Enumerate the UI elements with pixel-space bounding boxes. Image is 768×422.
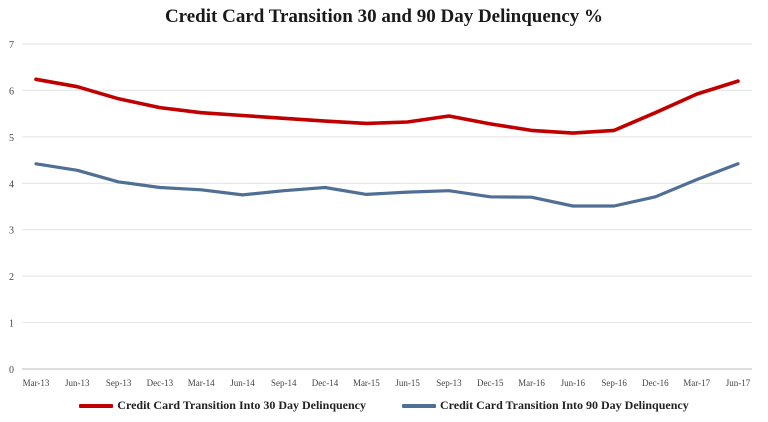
legend-swatch-30-day <box>79 403 114 408</box>
x-tick-label: Jun-16 <box>561 378 586 388</box>
x-tick-label: Dec-16 <box>642 378 669 388</box>
data-point-90-day <box>323 186 327 189</box>
data-point-30-day <box>406 120 409 124</box>
data-point-90-day <box>365 193 368 196</box>
y-tick-label: 3 <box>9 226 14 237</box>
data-point-30-day <box>323 119 327 123</box>
data-point-30-day <box>76 85 79 88</box>
data-point-30-day <box>282 117 285 120</box>
legend-item-90-day: Credit Card Transition Into 90 Day Delin… <box>402 398 689 413</box>
data-point-30-day <box>241 114 244 117</box>
data-point-90-day <box>199 188 203 191</box>
data-point-90-day <box>612 204 616 208</box>
data-point-90-day <box>571 204 575 208</box>
data-point-90-day <box>282 189 285 192</box>
x-tick-label: Jun-17 <box>726 378 751 388</box>
data-point-30-day <box>736 79 740 83</box>
legend-item-30-day: Credit Card Transition Into 30 Day Delin… <box>79 398 366 413</box>
x-tick-label: Mar-13 <box>23 378 50 388</box>
data-point-30-day <box>695 92 698 96</box>
y-tick-label: 5 <box>9 133 14 144</box>
data-point-90-day <box>654 195 657 198</box>
data-point-90-day <box>117 180 120 184</box>
series-line-90-day <box>34 162 740 208</box>
x-tick-label: Mar-15 <box>353 378 380 388</box>
data-point-90-day <box>530 196 533 199</box>
data-point-30-day <box>489 122 492 126</box>
data-point-90-day <box>447 189 451 192</box>
data-point-90-day <box>241 193 244 197</box>
x-tick-label: Sep-13 <box>436 378 462 388</box>
x-tick-label: Jun-13 <box>65 378 90 388</box>
legend-swatch-90-day <box>402 403 436 408</box>
data-point-90-day <box>76 169 79 172</box>
x-tick-label: Mar-14 <box>188 378 215 388</box>
x-tick-label: Mar-17 <box>683 378 710 388</box>
data-point-90-day <box>736 162 740 165</box>
y-tick-label: 0 <box>9 365 14 376</box>
data-point-90-day <box>406 190 409 194</box>
series-line-30-day <box>34 77 740 135</box>
data-point-30-day <box>654 111 657 114</box>
data-point-30-day <box>365 122 368 125</box>
data-point-30-day <box>158 106 162 109</box>
y-tick-label: 7 <box>9 40 14 51</box>
data-point-30-day <box>571 131 575 135</box>
data-point-90-day <box>695 178 698 181</box>
chart-legend: Credit Card Transition Into 30 Day Delin… <box>0 398 768 413</box>
x-tick-label: Sep-14 <box>271 378 297 388</box>
y-tick-label: 1 <box>9 319 14 330</box>
data-point-30-day <box>117 97 120 100</box>
data-point-30-day <box>34 78 38 81</box>
y-tick-label: 2 <box>9 272 14 283</box>
legend-label-30-day: Credit Card Transition Into 30 Day Delin… <box>117 398 366 412</box>
y-tick-label: 4 <box>9 179 14 190</box>
data-point-90-day <box>158 186 162 189</box>
chart-title: Credit Card Transition 30 and 90 Day Del… <box>164 6 604 27</box>
legend-label-90-day: Credit Card Transition Into 90 Day Delin… <box>440 398 689 412</box>
x-tick-label: Sep-13 <box>106 378 132 388</box>
x-tick-label: Jun-14 <box>230 378 255 388</box>
x-tick-label: Mar-16 <box>518 378 545 388</box>
data-point-90-day <box>489 195 492 198</box>
data-point-30-day <box>612 129 616 132</box>
x-tick-label: Dec-14 <box>312 378 339 388</box>
data-point-90-day <box>34 162 38 165</box>
y-tick-label: 6 <box>9 86 14 97</box>
data-point-30-day <box>447 114 451 118</box>
data-point-30-day <box>199 111 203 114</box>
data-point-30-day <box>530 129 533 132</box>
x-tick-label: Dec-15 <box>477 378 504 388</box>
x-tick-label: Dec-13 <box>147 378 174 388</box>
x-tick-label: Jun-15 <box>395 378 420 388</box>
x-tick-label: Sep-16 <box>601 378 627 388</box>
